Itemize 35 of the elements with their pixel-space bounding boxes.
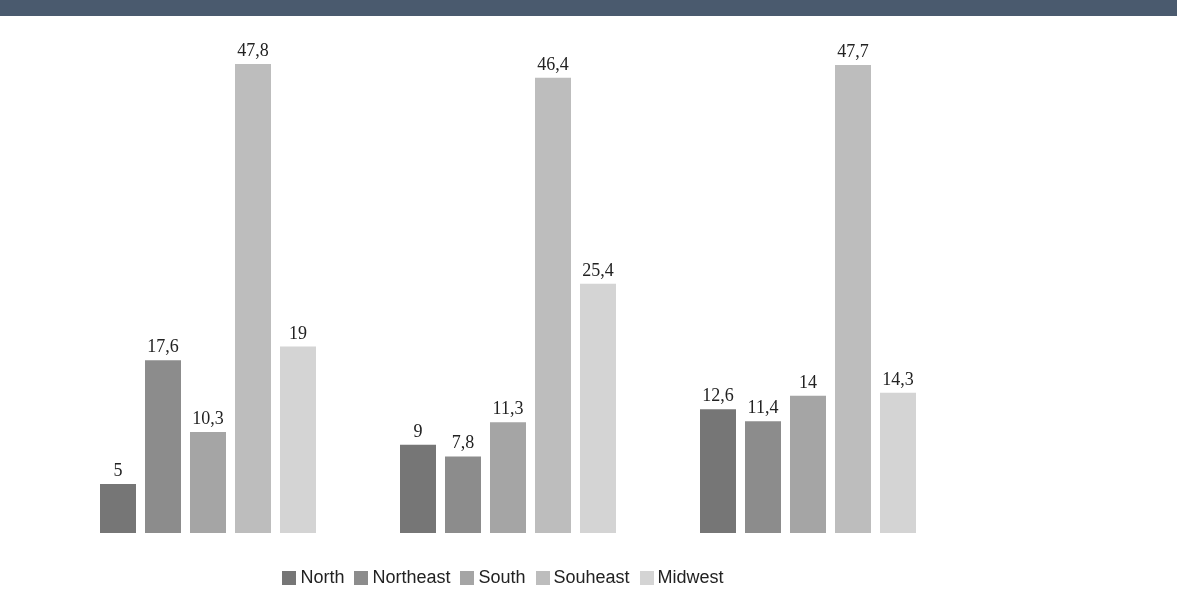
bar (835, 64, 871, 533)
data-label: 5 (113, 459, 123, 480)
data-label: 11,4 (747, 397, 779, 418)
legend-label: Midwest (657, 567, 724, 587)
bar (535, 77, 571, 533)
data-label: 14,3 (882, 368, 914, 389)
bar (445, 456, 481, 533)
bar (700, 409, 736, 533)
bar (880, 392, 916, 533)
data-label: 17,6 (147, 336, 179, 357)
bar (490, 422, 526, 533)
data-label: 47,7 (837, 40, 869, 61)
bar (745, 421, 781, 533)
data-label: 9 (413, 420, 423, 441)
data-label: 11,3 (492, 398, 524, 419)
data-label: 10,3 (192, 407, 224, 428)
data-label: 7,8 (451, 432, 475, 453)
bar (280, 346, 316, 533)
legend-label: South (478, 567, 526, 587)
data-label: 25,4 (582, 259, 614, 280)
bar (235, 64, 271, 533)
legend-label: Souheast (553, 567, 630, 587)
data-label: 14 (799, 371, 817, 392)
data-label: 46,4 (537, 53, 569, 74)
bar (190, 431, 226, 533)
data-label: 19 (289, 322, 307, 343)
bar (145, 360, 181, 533)
legend-label: Northeast (372, 567, 451, 587)
bar (100, 483, 136, 533)
bar (580, 283, 616, 533)
bar (400, 444, 436, 533)
data-label: 12,6 (702, 385, 734, 406)
bar (790, 395, 826, 533)
legend-label: North (300, 567, 345, 587)
data-label: 47,8 (237, 40, 269, 60)
